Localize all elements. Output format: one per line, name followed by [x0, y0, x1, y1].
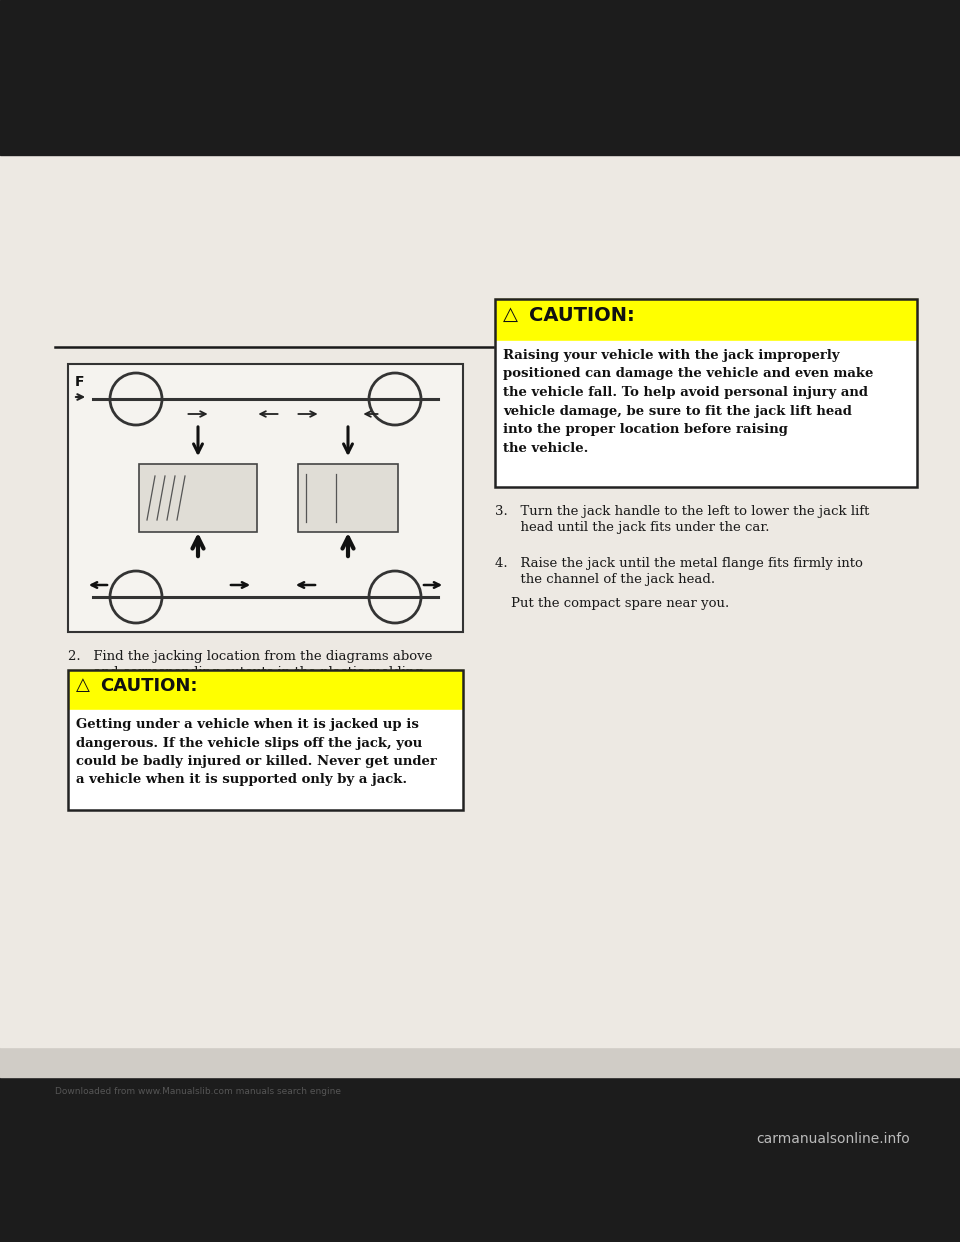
Text: Getting under a vehicle when it is jacked up is
dangerous. If the vehicle slips : Getting under a vehicle when it is jacke… — [76, 718, 437, 786]
Text: the channel of the jack head.: the channel of the jack head. — [495, 573, 715, 586]
Bar — [0, 1047, 960, 1077]
Bar — [495, 342, 917, 487]
Text: carmanualsonline.info: carmanualsonline.info — [756, 1131, 910, 1146]
Text: and corresponding cutouts in the plastic molding.: and corresponding cutouts in the plastic… — [68, 666, 427, 679]
Bar — [495, 299, 917, 342]
Text: △: △ — [503, 306, 518, 324]
Bar — [139, 465, 257, 532]
Text: 5-29: 5-29 — [872, 349, 910, 363]
Bar — [68, 669, 463, 710]
Text: F: F — [75, 375, 84, 389]
Text: head until the jack fits under the car.: head until the jack fits under the car. — [495, 520, 770, 534]
Bar — [298, 465, 398, 532]
Bar — [0, 332, 960, 1047]
Text: Downloaded from www.Manualslib.com manuals search engine: Downloaded from www.Manualslib.com manua… — [55, 1087, 341, 1095]
Text: CAUTION:: CAUTION: — [100, 677, 198, 696]
Bar — [0, 1077, 960, 1242]
Text: Put the compact spare near you.: Put the compact spare near you. — [511, 597, 730, 610]
Text: Raising your vehicle with the jack improperly
positioned can damage the vehicle : Raising your vehicle with the jack impro… — [503, 349, 874, 455]
Bar — [0, 0, 960, 155]
Text: 2.   Find the jacking location from the diagrams above: 2. Find the jacking location from the di… — [68, 650, 432, 663]
Bar — [68, 669, 463, 810]
Text: CAUTION:: CAUTION: — [529, 306, 635, 325]
Bar — [495, 299, 917, 487]
Text: △: △ — [76, 676, 90, 694]
Bar — [68, 364, 463, 632]
Text: 4.   Raise the jack until the metal flange fits firmly into: 4. Raise the jack until the metal flange… — [495, 556, 863, 570]
Text: 3.   Turn the jack handle to the left to lower the jack lift: 3. Turn the jack handle to the left to l… — [495, 505, 870, 518]
Bar — [68, 710, 463, 810]
